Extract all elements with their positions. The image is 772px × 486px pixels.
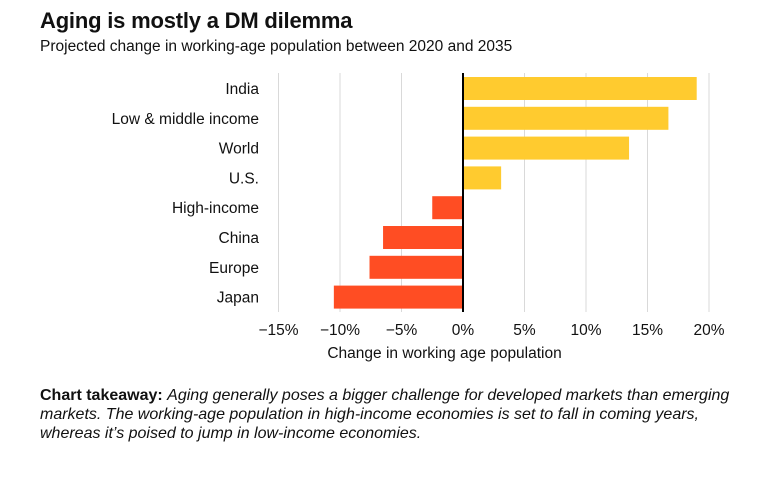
x-tick-label: −15% xyxy=(258,322,298,339)
bar xyxy=(333,285,463,309)
x-tick-label: −5% xyxy=(386,322,418,339)
chart-title: Aging is mostly a DM dilemma xyxy=(40,8,353,33)
bar xyxy=(463,77,697,100)
category-label: U.S. xyxy=(229,170,259,187)
bar xyxy=(383,226,463,249)
chart-takeaway: Chart takeaway: Aging generally poses a … xyxy=(40,386,750,443)
x-tick-label: 5% xyxy=(513,322,536,339)
bar-chart: India Low & middle income World U.S. High-in… xyxy=(112,73,725,362)
category-label: Europe xyxy=(209,260,259,277)
category-label: High-income xyxy=(172,200,259,217)
chart-subtitle: Projected change in working-age populati… xyxy=(40,38,513,55)
takeaway-label: Chart takeaway: xyxy=(40,387,163,404)
x-axis-title: Change in working age population xyxy=(327,345,561,362)
bar xyxy=(463,136,630,160)
x-tick-label: −10% xyxy=(320,322,360,339)
x-tick-label: 15% xyxy=(632,322,663,339)
category-label: India xyxy=(225,81,259,98)
bar xyxy=(369,255,463,279)
x-tick-label: 10% xyxy=(570,322,601,339)
bar xyxy=(432,196,463,220)
x-tick-label: 0% xyxy=(452,322,475,339)
category-label: World xyxy=(219,141,259,158)
x-tick-label: 20% xyxy=(693,322,724,339)
category-label: China xyxy=(219,230,260,247)
bar xyxy=(463,106,669,130)
category-label: Low & middle income xyxy=(112,111,259,128)
takeaway-text: Aging generally poses a bigger challenge… xyxy=(40,387,730,442)
bar xyxy=(463,166,502,190)
category-label: Japan xyxy=(217,290,259,307)
